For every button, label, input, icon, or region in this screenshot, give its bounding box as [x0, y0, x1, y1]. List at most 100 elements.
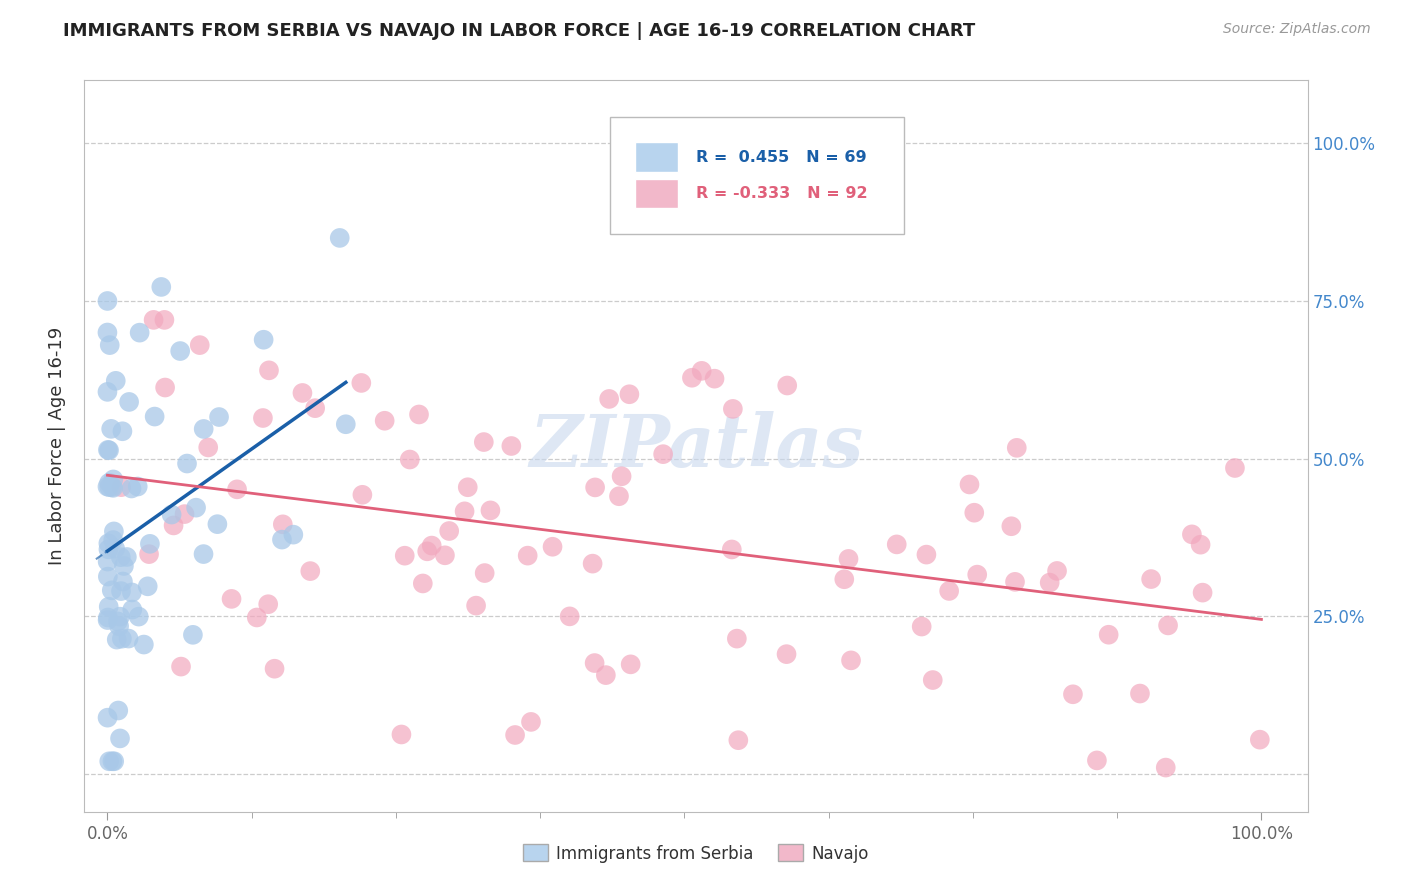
Point [391, 727, 413, 741]
Point [832, 572, 855, 586]
Point [886, 537, 908, 551]
Point [115, 549, 138, 564]
Point [98, 480, 121, 494]
Point [416, 544, 439, 558]
Point [350, 376, 373, 390]
Point [160, 508, 183, 522]
Point [690, 364, 713, 378]
Point [1062, 687, 1084, 701]
Point [101, 481, 124, 495]
Point [173, 507, 195, 521]
Point [1005, 441, 1028, 455]
Point [465, 599, 488, 613]
Point [433, 549, 456, 563]
Point [299, 564, 322, 578]
Point [98, 475, 121, 490]
Point [104, 374, 127, 388]
Point [108, 731, 131, 746]
Point [162, 518, 184, 533]
Point [283, 527, 305, 541]
Point [207, 517, 229, 532]
Point [619, 387, 641, 401]
Point [703, 372, 725, 386]
FancyBboxPatch shape [610, 117, 904, 234]
Point [263, 662, 285, 676]
Point [188, 338, 211, 352]
Point [598, 392, 620, 406]
Point [101, 480, 124, 494]
Point [501, 439, 523, 453]
Point [111, 424, 134, 438]
Point [97, 610, 120, 624]
Point [329, 231, 352, 245]
Point [938, 584, 960, 599]
Point [1157, 618, 1180, 632]
Point [581, 557, 603, 571]
Point [181, 628, 204, 642]
Point [304, 401, 326, 416]
Point [246, 610, 269, 624]
Point [1046, 564, 1069, 578]
Point [253, 333, 276, 347]
Point [127, 479, 149, 493]
Point [1191, 585, 1213, 599]
Point [96, 711, 118, 725]
Point [170, 659, 193, 673]
Text: R =  0.455   N = 69: R = 0.455 N = 69 [696, 150, 866, 165]
Point [103, 533, 125, 547]
Point [110, 480, 132, 494]
Point [107, 615, 129, 629]
Point [96, 293, 118, 308]
Point [1004, 574, 1026, 589]
Point [420, 539, 443, 553]
Point [111, 574, 134, 589]
Point [681, 370, 703, 384]
Point [921, 673, 943, 687]
Point [104, 541, 127, 556]
Point [103, 754, 125, 768]
Text: Source: ZipAtlas.com: Source: ZipAtlas.com [1223, 22, 1371, 37]
Point [97, 442, 120, 457]
Point [725, 632, 748, 646]
Legend: Immigrants from Serbia, Navajo: Immigrants from Serbia, Navajo [516, 838, 876, 869]
Point [503, 728, 526, 742]
Point [1000, 519, 1022, 533]
Point [335, 417, 357, 432]
Point [97, 542, 120, 557]
Point [1085, 753, 1108, 767]
Point [107, 704, 129, 718]
Point [97, 536, 120, 550]
Point [352, 488, 374, 502]
Point [558, 609, 581, 624]
Point [97, 569, 120, 583]
Point [437, 524, 460, 538]
Point [96, 480, 118, 494]
Point [271, 533, 294, 547]
Point [374, 414, 396, 428]
FancyBboxPatch shape [636, 143, 678, 171]
Point [1098, 628, 1121, 642]
Point [98, 443, 121, 458]
Point [595, 668, 617, 682]
Point [291, 386, 314, 401]
Point [607, 489, 630, 503]
Point [1129, 687, 1152, 701]
Point [139, 537, 162, 551]
Point [128, 609, 150, 624]
Point [128, 326, 150, 340]
Y-axis label: In Labor Force | Age 16-19: In Labor Force | Age 16-19 [48, 326, 66, 566]
Point [136, 579, 159, 593]
Point [583, 480, 606, 494]
Point [121, 602, 143, 616]
Point [176, 457, 198, 471]
Point [412, 576, 434, 591]
Point [838, 552, 860, 566]
Point [911, 619, 934, 633]
Point [721, 401, 744, 416]
Point [193, 422, 215, 436]
Point [1039, 575, 1062, 590]
Point [193, 547, 215, 561]
Point [121, 482, 143, 496]
Point [98, 754, 121, 768]
Text: IMMIGRANTS FROM SERBIA VS NAVAJO IN LABOR FORCE | AGE 16-19 CORRELATION CHART: IMMIGRANTS FROM SERBIA VS NAVAJO IN LABO… [63, 22, 976, 40]
